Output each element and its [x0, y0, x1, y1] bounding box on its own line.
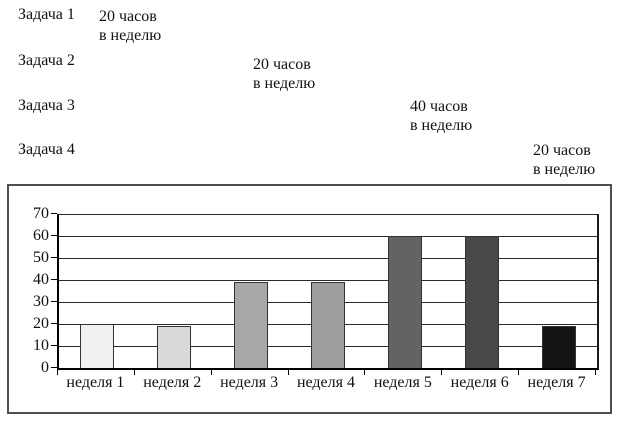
- y-axis-label-70: 70: [33, 205, 49, 222]
- task-2-hours-line2: в неделю: [253, 75, 316, 92]
- y-axis-label-50: 50: [33, 249, 49, 266]
- y-axis-tick-0: [51, 367, 57, 368]
- y-axis-tick-40: [51, 279, 57, 280]
- y-axis-tick-70: [51, 213, 57, 214]
- task-2-hours-annotation: 20 часов в неделю: [253, 55, 315, 93]
- gridline-50: [59, 258, 597, 259]
- x-axis-label-week-2: неделя 2: [143, 374, 202, 391]
- x-axis-tick-6: [518, 368, 520, 375]
- y-axis-tick-20: [51, 323, 57, 324]
- x-axis-tick-7: [595, 368, 596, 375]
- task-3-hours-line1: 40 часов: [410, 98, 468, 115]
- task-2-label: Задача 2: [18, 52, 75, 69]
- bar-week-7: [541, 326, 576, 368]
- x-axis-tick-3: [287, 368, 289, 375]
- x-axis-label-week-6: неделя 6: [450, 374, 509, 391]
- weekly-hours-bar-chart: 0 10 20 30 40 50 60 70 неделя 1 неделя 2 неделя 3 н…: [7, 184, 612, 414]
- task-1-hours-annotation: 20 часов в неделю: [99, 7, 161, 45]
- bar-week-2: [157, 326, 192, 368]
- y-axis-tick-30: [51, 301, 57, 302]
- x-axis-tick-0: [57, 368, 58, 375]
- x-axis-label-week-3: неделя 3: [220, 374, 279, 391]
- y-axis-label-60: 60: [33, 227, 49, 244]
- y-axis-label-20: 20: [33, 315, 49, 332]
- y-axis-label-30: 30: [33, 293, 49, 310]
- gridline-60: [59, 236, 597, 237]
- bar-week-4: [311, 282, 345, 368]
- y-axis-label-40: 40: [33, 271, 49, 288]
- task-4-hours-line1: 20 часов: [533, 142, 591, 159]
- x-axis-label-week-4: неделя 4: [296, 374, 355, 391]
- task-1-hours-line1: 20 часов: [99, 8, 157, 25]
- bar-week-1: [80, 324, 115, 368]
- task-3-hours-annotation: 40 часов в неделю: [410, 97, 472, 135]
- x-axis-tick-2: [210, 368, 212, 375]
- task-1-label: Задача 1: [18, 6, 75, 23]
- bar-week-6: [464, 236, 499, 368]
- bar-week-5: [387, 236, 422, 368]
- x-axis-label-week-5: неделя 5: [373, 374, 432, 391]
- y-axis-tick-60: [51, 235, 57, 236]
- x-axis-label-week-1: неделя 1: [66, 374, 125, 391]
- task-schedule: Задача 1 20 часов в неделю Задача 2 20 ч…: [0, 0, 620, 184]
- task-4-hours-annotation: 20 часов в неделю: [533, 141, 595, 179]
- gridline-40: [59, 280, 597, 281]
- task-2-hours-line1: 20 часов: [253, 56, 311, 73]
- x-axis-tick-4: [364, 368, 366, 375]
- gridline-70: [59, 214, 597, 215]
- x-axis-tick-5: [441, 368, 443, 375]
- x-axis-label-week-7: неделя 7: [527, 374, 586, 391]
- task-4-label: Задача 4: [18, 141, 75, 158]
- task-3-label: Задача 3: [18, 97, 75, 114]
- task-3-hours-line2: в неделю: [410, 117, 473, 134]
- bar-week-3: [234, 282, 269, 368]
- x-axis-tick-1: [133, 368, 135, 375]
- y-axis-tick-50: [51, 257, 57, 258]
- task-1-hours-line2: в неделю: [99, 27, 162, 44]
- y-axis-label-10: 10: [33, 337, 49, 354]
- y-axis-label-0: 0: [41, 359, 49, 376]
- plot-area: [57, 214, 599, 370]
- task-4-hours-line2: в неделю: [533, 161, 596, 178]
- y-axis-tick-10: [51, 345, 57, 346]
